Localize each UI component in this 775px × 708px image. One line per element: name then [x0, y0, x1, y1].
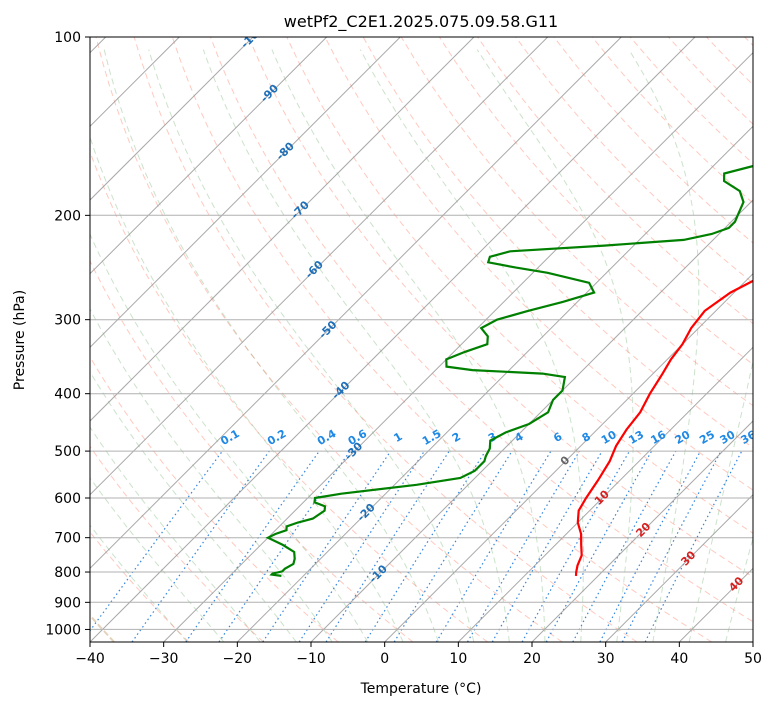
isotherm — [90, 37, 475, 422]
mixing-ratio-line — [599, 450, 702, 642]
mixing-ratio-line — [572, 450, 677, 642]
mixing-ratio-line — [364, 450, 486, 642]
isotherm — [531, 420, 753, 642]
mixing-ratio-line — [218, 450, 351, 642]
dry-adiabat — [210, 37, 753, 623]
isotherm — [236, 125, 753, 642]
isotherm — [457, 346, 753, 642]
plot-frame — [89, 36, 754, 643]
x-tick-label: −40 — [75, 651, 105, 667]
pressure-gridlines — [90, 37, 753, 630]
x-tick-label: 30 — [597, 651, 615, 667]
isotherm — [384, 272, 753, 642]
y-tick-label: 800 — [54, 565, 81, 581]
isotherm — [90, 37, 254, 201]
moist-adiabat — [90, 232, 369, 642]
isotherm-label: 36 — [738, 428, 758, 447]
moist-adiabat — [476, 49, 634, 642]
plot-area: -100-90-80-70-60-50-40-30-20-10010203040… — [90, 37, 758, 642]
dry-adiabat — [133, 37, 638, 642]
x-tick-label: −20 — [223, 651, 253, 667]
mixing-ratio-lines — [90, 450, 743, 642]
dry-adiabat — [90, 259, 414, 642]
sounding-profiles — [265, 164, 753, 577]
dry-adiabat — [324, 37, 753, 491]
temperature-profile — [574, 279, 753, 576]
dry-adiabat — [95, 37, 563, 642]
moist-adiabat — [90, 426, 261, 642]
moist-adiabat — [90, 308, 333, 642]
y-tick-label: 600 — [54, 491, 81, 507]
y-tick-label: 100 — [54, 30, 81, 46]
x-tick-label: 10 — [449, 651, 467, 667]
moist-adiabat — [359, 49, 584, 642]
moist-adiabat — [90, 135, 404, 642]
x-tick-label: −10 — [296, 651, 326, 667]
y-tick-label: 900 — [54, 595, 81, 611]
isotherm — [605, 493, 753, 642]
dry-adiabat — [286, 37, 753, 534]
y-tick-label: 400 — [54, 387, 81, 403]
mixing-ratio-line — [325, 450, 450, 642]
moist-adiabat — [148, 49, 475, 642]
mixing-ratio-line — [262, 450, 392, 642]
y-tick-label: 300 — [54, 313, 81, 329]
moist-adiabat — [103, 49, 439, 642]
moist-adiabat — [628, 49, 700, 642]
x-tick-label: −30 — [149, 651, 179, 667]
dry-adiabat — [248, 37, 753, 578]
y-axis-ticks: 100 200 300 400 500 600 700 800 900 1000 — [45, 30, 90, 638]
x-tick-label: 0 — [380, 651, 389, 667]
isotherm — [90, 37, 622, 570]
y-tick-label: 700 — [54, 531, 81, 547]
dewpoint-profile — [265, 164, 753, 577]
mixing-ratio-line — [435, 450, 552, 642]
chart-title: wetPf2_C2E1.2025.075.09.58.G11 — [284, 12, 558, 32]
isotherm — [310, 199, 753, 642]
dry-adiabat — [171, 37, 712, 642]
mixing-ratio-line — [185, 450, 320, 642]
x-axis-title: Temperature (°C) — [360, 681, 482, 697]
moist-adiabat — [271, 49, 546, 642]
y-tick-label: 1000 — [45, 622, 81, 638]
moist-adiabat — [688, 358, 753, 642]
skewed-isotherms — [90, 37, 753, 642]
x-tick-label: 40 — [670, 651, 688, 667]
y-axis-title: Pressure (hPa) — [12, 290, 28, 390]
y-tick-label: 500 — [54, 444, 81, 460]
x-tick-label: 50 — [744, 651, 762, 667]
moist-adiabat — [90, 476, 225, 642]
mixing-ratio-line — [298, 450, 425, 642]
isotherm — [163, 51, 753, 642]
isotherm — [90, 37, 328, 275]
moist-adiabats — [90, 49, 753, 642]
mixing-ratio-line — [466, 450, 580, 642]
moist-adiabat — [725, 536, 753, 642]
isotherm — [90, 37, 549, 496]
isotherm — [90, 37, 696, 642]
x-tick-label: 20 — [523, 651, 541, 667]
dry-adiabat — [90, 445, 264, 642]
isotherm — [90, 37, 401, 349]
x-axis-ticks: −40 −30 −20 −10 0 10 20 30 40 50 — [75, 642, 762, 667]
moist-adiabat — [202, 49, 510, 642]
y-tick-label: 200 — [54, 208, 81, 224]
